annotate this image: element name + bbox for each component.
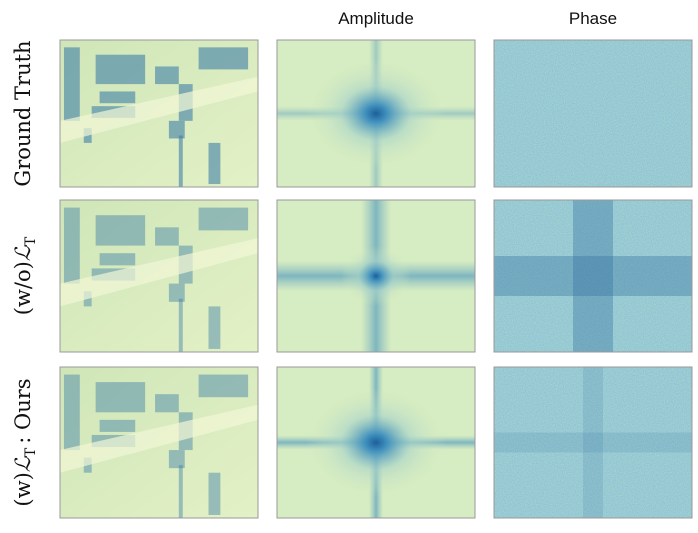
row-label-symbol: ℒ xyxy=(11,245,35,261)
road xyxy=(60,76,258,143)
photo-shape xyxy=(208,472,221,515)
column-header: Phase xyxy=(569,9,617,28)
photo-shape xyxy=(168,120,185,139)
image-row xyxy=(59,199,693,353)
row-label: (w/o)ℒT xyxy=(11,236,39,315)
phase-band-v xyxy=(583,367,603,518)
panel-border xyxy=(59,366,259,519)
photo-shape xyxy=(198,374,249,398)
photo-shape xyxy=(63,47,80,121)
row-label-subscript: T xyxy=(23,236,39,246)
phase-band-h xyxy=(494,256,692,296)
photo-shape xyxy=(178,298,183,352)
row-label-subscript: T xyxy=(23,447,39,457)
photo-shape xyxy=(99,91,136,104)
phase-band-h xyxy=(494,432,692,453)
phase-noise xyxy=(494,40,692,187)
photo-shape xyxy=(168,450,185,469)
photo-shape xyxy=(155,227,179,246)
photo-shape xyxy=(198,47,249,70)
phase-noise xyxy=(494,200,692,352)
panel-border xyxy=(59,199,259,353)
panel-border xyxy=(59,39,259,188)
column-header: Amplitude xyxy=(338,9,414,28)
phase-noise xyxy=(494,367,692,518)
photo-shape xyxy=(208,306,221,349)
panel-border xyxy=(493,199,693,353)
image-row xyxy=(59,39,693,188)
photo-shape xyxy=(168,283,185,302)
row-label: Ground Truth xyxy=(11,40,35,186)
photo-shape xyxy=(99,253,136,266)
photo-shape xyxy=(178,135,183,187)
row-label-label: Ground Truth xyxy=(11,40,35,186)
panel-border xyxy=(276,199,476,353)
photo-shape xyxy=(63,207,80,284)
row-label-prefix: (w) xyxy=(11,472,35,506)
photo-shape xyxy=(208,142,221,185)
row-label: (w)ℒT : Ours xyxy=(11,378,39,506)
panel-border xyxy=(276,39,476,188)
road xyxy=(60,238,258,307)
photo-shape xyxy=(155,66,179,85)
row-label-prefix: (w/o) xyxy=(11,261,35,315)
phase-band-v xyxy=(573,200,613,352)
photo-shape xyxy=(63,374,80,451)
amp-center xyxy=(341,246,411,306)
photo-shape xyxy=(178,465,183,518)
photo-shape xyxy=(95,54,146,85)
photo-shape xyxy=(95,382,146,413)
photo-shape xyxy=(99,419,136,432)
amp-center xyxy=(306,387,446,498)
row-label-symbol: ℒ xyxy=(11,456,35,472)
photo-shape xyxy=(198,207,249,231)
panel-border xyxy=(276,366,476,519)
photo-shape xyxy=(155,394,179,413)
panel-border xyxy=(493,366,693,519)
panel-border xyxy=(493,39,693,188)
road xyxy=(60,404,258,473)
photo-shape xyxy=(95,215,146,246)
amp-center xyxy=(306,58,446,169)
row-label-suffix: : Ours xyxy=(11,378,35,443)
image-row xyxy=(59,366,693,519)
